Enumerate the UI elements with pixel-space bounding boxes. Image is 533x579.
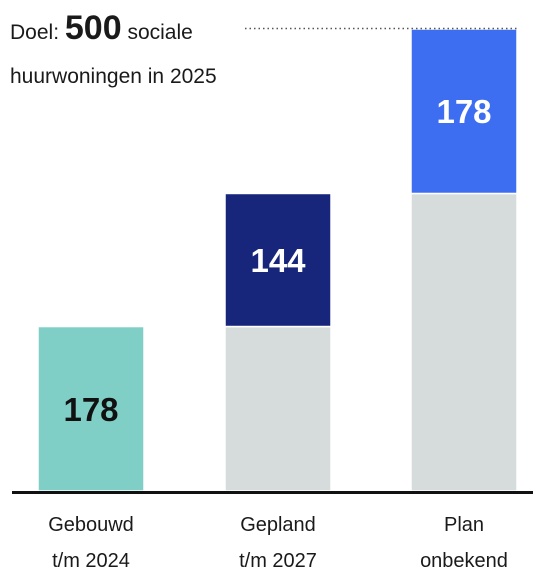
bars: 178 144 178 [37,28,518,492]
category-label-line2: t/m 2024 [52,550,130,572]
data-label-0: 178 [63,391,118,428]
category-label-line1: Plan [443,514,485,536]
category-label-line2: t/m 2027 [239,550,317,572]
goal-line-1: Doel: 500 sociale [10,6,217,55]
goal-suffix: sociale [127,21,193,44]
goal-prefix: Doel: [10,21,60,44]
bar-base-2 [410,192,518,492]
goal-line-2: huurwoningen in 2025 [10,65,217,88]
category-label-0: Gebouwd t/m 2024 [21,507,161,579]
bar-segment-2 [410,28,518,195]
category-label-2: Plan onbekend [394,507,533,579]
data-label-2: 178 [436,93,491,130]
category-label-line2: onbekend [420,550,508,572]
category-label-line1: Gebouwd [48,514,134,536]
bar-base-1 [224,325,332,492]
goal-annotation: Doel: 500 sociale huurwoningen in 2025 [10,6,217,99]
category-label-line1: Gepland [240,514,316,536]
data-label-1: 144 [250,242,306,279]
goal-value: 500 [64,9,122,47]
category-label-1: Gepland t/m 2027 [208,507,348,579]
bar-segment-0 [37,325,145,492]
bar-segment-1 [224,192,332,328]
